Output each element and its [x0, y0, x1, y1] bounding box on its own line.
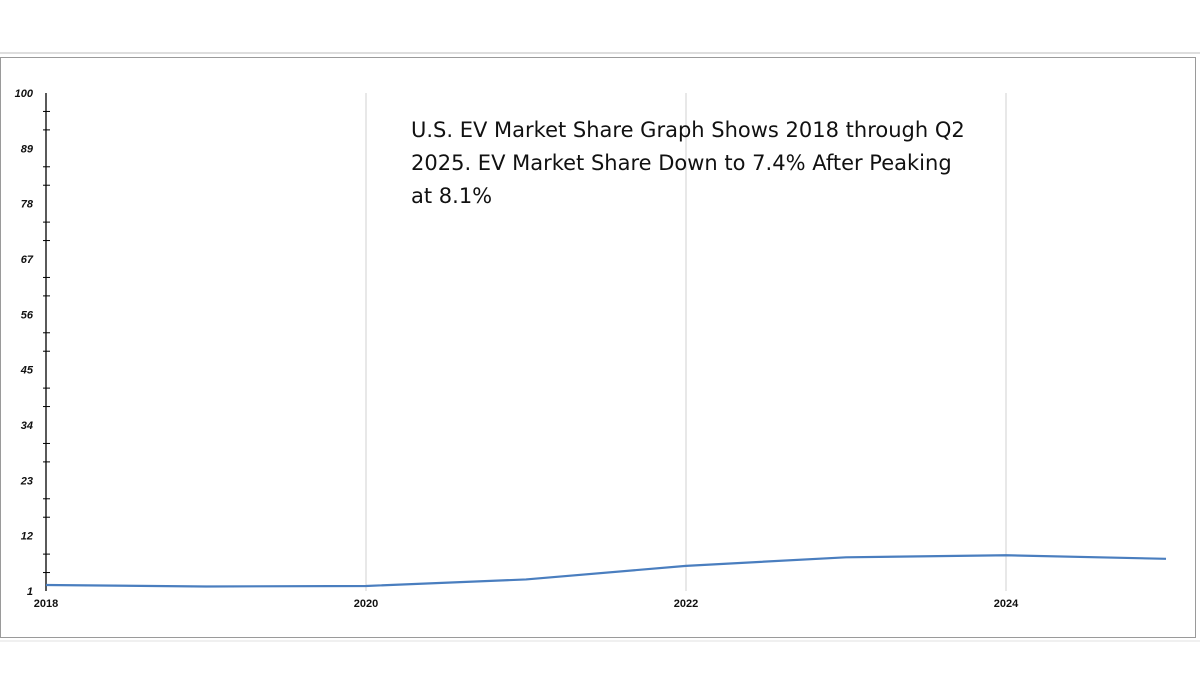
y-tick-label: 100 — [15, 88, 34, 100]
x-tick-label: 2024 — [994, 598, 1019, 610]
y-tick-label: 56 — [21, 309, 34, 321]
y-tick-label: 12 — [21, 531, 33, 543]
plot-frame — [0, 57, 1196, 638]
y-tick-label: 78 — [21, 199, 34, 211]
y-tick-label: 67 — [21, 254, 34, 266]
x-tick-label: 2022 — [674, 598, 698, 610]
y-tick-label: 23 — [20, 475, 33, 487]
y-tick-label: 1 — [27, 586, 33, 598]
y-tick-label: 89 — [21, 143, 34, 155]
y-tick-label: 34 — [21, 420, 33, 432]
y-tick-label: 45 — [20, 365, 34, 377]
x-tick-label: 2020 — [354, 598, 378, 610]
background-grid — [0, 52, 1200, 642]
ev-share-line — [45, 554, 1167, 588]
chart-title: U.S. EV Market Share Graph Shows 2018 th… — [411, 118, 965, 208]
x-tick-label: 2018 — [34, 598, 58, 610]
